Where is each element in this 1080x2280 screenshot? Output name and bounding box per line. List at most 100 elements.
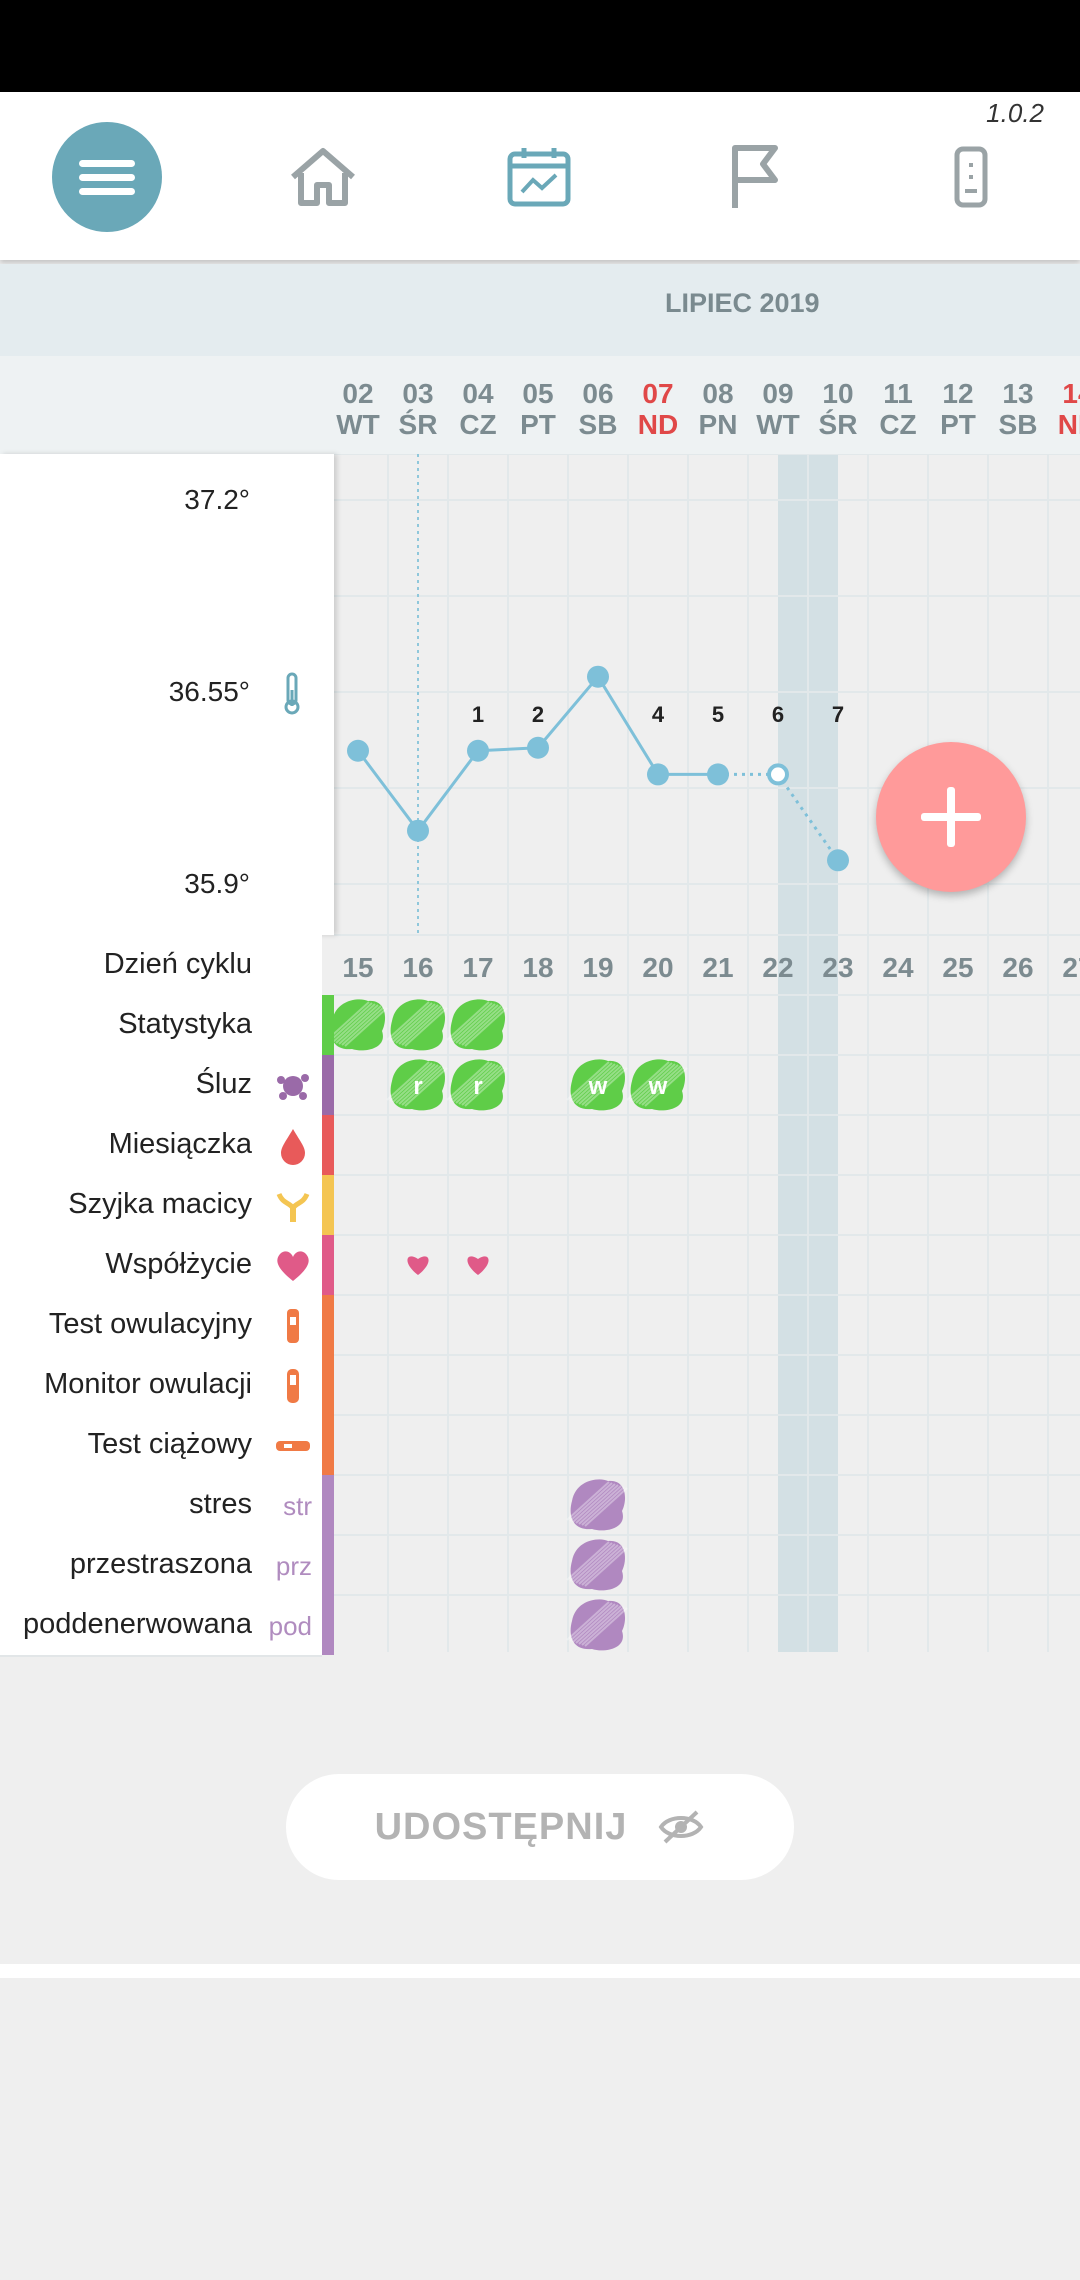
day-weekday: PT [940, 409, 976, 440]
row-label[interactable]: Test ciążowy [0, 1415, 322, 1477]
day-number: 13 [1002, 378, 1034, 409]
row-label-text: Statystyka [118, 1008, 252, 1040]
row-label[interactable]: poddenerwowana pod [0, 1595, 322, 1657]
row-label[interactable]: Test owulacyjny [0, 1295, 322, 1357]
row-label[interactable]: Monitor owulacji [0, 1355, 322, 1417]
cycle-day-number: 22 [762, 952, 793, 983]
row-label[interactable]: Śluz [0, 1055, 322, 1117]
day-header-cell[interactable]: 05 PT [508, 378, 568, 440]
cycle-day-number: 25 [942, 952, 973, 983]
mood-mark [566, 1599, 628, 1651]
category-strip [322, 1475, 334, 1535]
row-label[interactable]: Współżycie [0, 1235, 322, 1297]
temperature-line-segment [356, 749, 420, 832]
menu-button[interactable] [52, 122, 162, 232]
home-button[interactable] [268, 122, 378, 232]
day-weekday: ND [637, 409, 679, 440]
point-label: 6 [772, 702, 784, 727]
day-header-cell[interactable]: 14ND [1048, 378, 1080, 440]
eye-hidden-icon [659, 1810, 704, 1844]
day-header-cell[interactable]: 11 CZ [868, 378, 928, 440]
menu-icon [79, 160, 135, 167]
row-label-text: stres [189, 1488, 252, 1520]
mucus-mark [386, 1059, 448, 1111]
chart-grid: 12456715161718192021222324252627rrww [334, 454, 1080, 1652]
row-label[interactable]: Dzień cyklu [0, 935, 322, 997]
day-header-cell[interactable]: 09 WT [748, 378, 808, 440]
point-label: 1 [472, 702, 484, 727]
row-tag: prz [275, 1551, 312, 1581]
cycle-day-number: 20 [642, 952, 673, 983]
mucus-mark [446, 1059, 508, 1111]
point-label: 5 [712, 702, 724, 727]
month-band: LIPIEC 2019 [0, 264, 1080, 356]
day-header-cell[interactable]: 12 PT [928, 378, 988, 440]
row-label[interactable]: Statystyka [0, 995, 322, 1057]
category-strip [322, 1055, 334, 1115]
day-number: 07 [642, 378, 674, 409]
day-number: 11 [883, 378, 913, 409]
day-number: 03 [402, 378, 434, 409]
row-label[interactable]: stres str [0, 1475, 322, 1537]
temperature-point [647, 763, 669, 786]
bottom-divider [0, 1964, 1080, 1978]
day-weekday: ŚR [398, 409, 438, 440]
home-icon [291, 148, 355, 206]
day-header-cell[interactable]: 02 WT [328, 378, 388, 440]
temp-label-mid: 36.55° [168, 676, 250, 707]
mucus-mark-letter: w [648, 1073, 668, 1100]
category-strip [322, 1235, 334, 1295]
calendar-chart-button[interactable] [484, 122, 594, 232]
temperature-point [767, 763, 789, 786]
row-tag: pod [268, 1611, 312, 1641]
day-header-cell[interactable]: 10 ŚR [808, 378, 868, 440]
thermometer-device-icon [954, 146, 988, 208]
mucus-mark [566, 1059, 628, 1111]
share-button[interactable]: UDOSTĘPNIJ [286, 1774, 794, 1880]
day-weekday: ŚR [818, 409, 858, 440]
temperature-point [467, 739, 489, 762]
day-header-cell[interactable]: 04 CZ [448, 378, 508, 440]
cycle-day-number: 26 [1002, 952, 1033, 983]
temperature-axis-panel: 37.2° 36.55° 35.9° [0, 454, 334, 935]
day-number: 04 [462, 378, 494, 409]
day-number: 09 [762, 378, 794, 409]
day-number: 02 [342, 378, 374, 409]
day-number: 05 [522, 378, 554, 409]
day-header-cell[interactable]: 03 ŚR [388, 378, 448, 440]
day-header-cell[interactable]: 06 SB [568, 378, 628, 440]
day-header-cell[interactable]: 08 PN [688, 378, 748, 440]
row-label[interactable]: Szyjka macicy [0, 1175, 322, 1237]
app-version: 1.0.2 [986, 98, 1044, 128]
mucus-icon [274, 1067, 312, 1105]
category-strip [322, 1535, 334, 1595]
day-weekday: PT [520, 409, 556, 440]
add-entry-fab[interactable] [876, 742, 1026, 892]
day-weekday: WT [756, 409, 800, 440]
day-weekday: SB [998, 409, 1038, 440]
category-strip [322, 1415, 334, 1475]
temp-label-high: 37.2° [184, 484, 250, 515]
flag-button[interactable] [700, 122, 810, 232]
day-header-cell[interactable]: 13 SB [988, 378, 1048, 440]
cycle-day-number: 23 [822, 952, 853, 983]
category-strip [322, 1175, 334, 1235]
temperature-line-segment [536, 675, 600, 749]
row-label-text: Test ciążowy [87, 1428, 252, 1460]
row-label-text: Test owulacyjny [48, 1308, 252, 1340]
day-weekday: ND [1057, 409, 1080, 440]
device-button[interactable] [916, 122, 1026, 232]
row-label-text: Monitor owulacji [44, 1368, 252, 1400]
temp-label-low: 35.9° [184, 868, 250, 899]
row-label[interactable]: Miesiączka [0, 1115, 322, 1177]
day-weekday: SB [578, 409, 618, 440]
chart-grid-area: 12456715161718192021222324252627rrww [334, 454, 1080, 1652]
calendar-chart-icon [507, 148, 571, 207]
day-weekday: CZ [459, 409, 497, 440]
cycle-day-number: 18 [522, 952, 553, 983]
row-label[interactable]: przestraszona prz [0, 1535, 322, 1597]
temperature-point [587, 665, 609, 688]
day-header-cell[interactable]: 07 ND [628, 378, 688, 440]
mucus-mark-letter: r [413, 1073, 422, 1100]
row-label-text: poddenerwowana [23, 1608, 252, 1640]
